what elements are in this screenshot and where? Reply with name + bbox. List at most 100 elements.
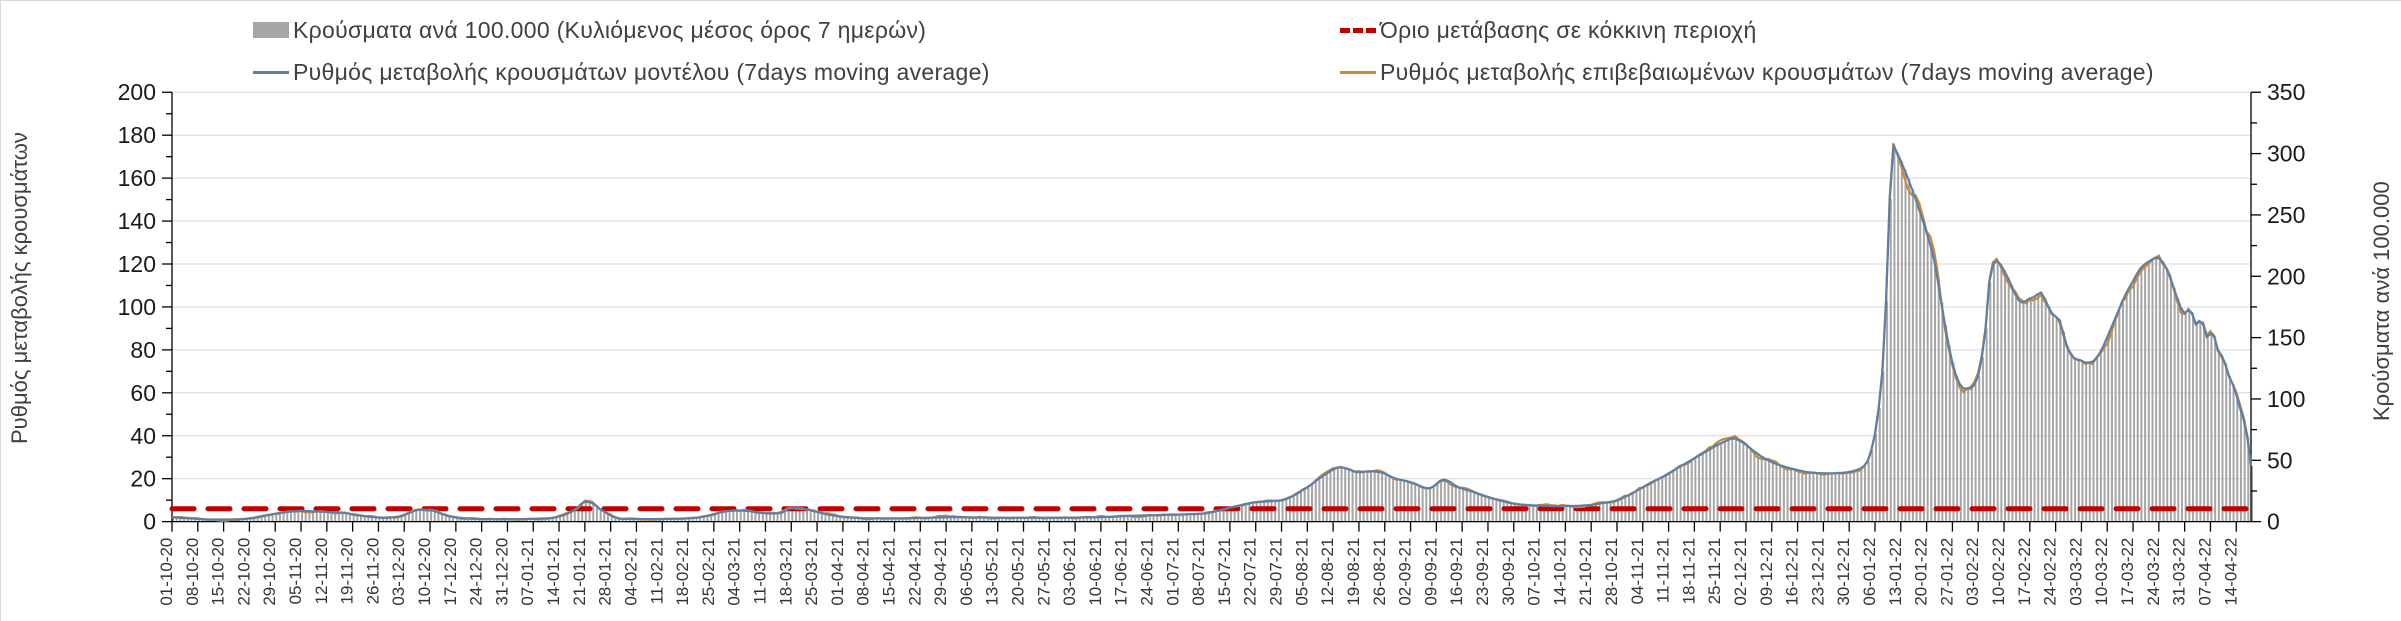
svg-text:0: 0 [143, 509, 156, 535]
svg-text:28-01-21: 28-01-21 [596, 538, 615, 606]
svg-text:31-03-22: 31-03-22 [2170, 538, 2189, 606]
svg-text:21-10-21: 21-10-21 [1576, 538, 1595, 606]
svg-text:60: 60 [130, 380, 156, 406]
svg-text:18-11-21: 18-11-21 [1679, 538, 1698, 605]
svg-text:120: 120 [118, 251, 156, 277]
svg-text:01-04-21: 01-04-21 [828, 538, 847, 606]
svg-text:10-12-20: 10-12-20 [415, 538, 434, 606]
svg-text:28-10-21: 28-10-21 [1602, 538, 1621, 606]
svg-text:03-03-22: 03-03-22 [2066, 538, 2085, 606]
svg-text:180: 180 [118, 122, 156, 148]
svg-text:21-01-21: 21-01-21 [570, 538, 589, 606]
svg-text:16-12-21: 16-12-21 [1783, 538, 1802, 606]
svg-text:01-10-20: 01-10-20 [157, 538, 176, 606]
svg-text:02-09-21: 02-09-21 [1396, 538, 1415, 606]
svg-text:25-11-21: 25-11-21 [1705, 538, 1724, 605]
svg-text:160: 160 [118, 165, 156, 191]
svg-text:04-02-21: 04-02-21 [622, 538, 641, 606]
svg-text:15-04-21: 15-04-21 [880, 538, 899, 606]
svg-text:31-12-20: 31-12-20 [492, 538, 511, 606]
svg-text:80: 80 [130, 337, 156, 363]
svg-text:100: 100 [2267, 386, 2305, 412]
svg-text:03-02-22: 03-02-22 [1963, 538, 1982, 606]
svg-text:100: 100 [118, 294, 156, 320]
svg-text:07-01-21: 07-01-21 [518, 538, 537, 606]
svg-text:29-10-20: 29-10-20 [260, 538, 279, 606]
svg-text:150: 150 [2267, 325, 2305, 351]
svg-text:14-04-22: 14-04-22 [2221, 538, 2240, 606]
svg-text:16-09-21: 16-09-21 [1447, 538, 1466, 606]
svg-text:12-11-20: 12-11-20 [312, 538, 331, 605]
svg-text:20: 20 [130, 466, 156, 492]
svg-text:300: 300 [2267, 141, 2305, 167]
svg-text:07-10-21: 07-10-21 [1525, 538, 1544, 606]
svg-text:26-11-20: 26-11-20 [363, 538, 382, 605]
svg-text:09-09-21: 09-09-21 [1421, 538, 1440, 606]
svg-text:11-11-21: 11-11-21 [1654, 538, 1673, 604]
svg-text:11-02-21: 11-02-21 [647, 538, 666, 605]
svg-text:17-02-22: 17-02-22 [2015, 538, 2034, 606]
svg-text:02-12-21: 02-12-21 [1731, 538, 1750, 606]
svg-text:26-08-21: 26-08-21 [1370, 538, 1389, 606]
svg-text:17-03-22: 17-03-22 [2118, 538, 2137, 606]
svg-text:29-04-21: 29-04-21 [931, 538, 950, 606]
svg-text:24-06-21: 24-06-21 [1138, 538, 1157, 606]
svg-text:29-07-21: 29-07-21 [1267, 538, 1286, 606]
svg-text:19-11-20: 19-11-20 [338, 538, 357, 605]
svg-text:13-05-21: 13-05-21 [983, 538, 1002, 606]
svg-text:01-07-21: 01-07-21 [1163, 538, 1182, 606]
svg-text:18-03-21: 18-03-21 [776, 538, 795, 606]
svg-text:27-01-22: 27-01-22 [1937, 538, 1956, 606]
svg-text:10-03-22: 10-03-22 [2092, 538, 2111, 606]
svg-text:11-03-21: 11-03-21 [751, 538, 770, 605]
svg-text:07-04-22: 07-04-22 [2196, 538, 2215, 606]
svg-text:22-07-21: 22-07-21 [1241, 538, 1260, 606]
svg-text:18-02-21: 18-02-21 [673, 538, 692, 606]
svg-text:05-08-21: 05-08-21 [1292, 538, 1311, 606]
svg-text:10-02-22: 10-02-22 [1989, 538, 2008, 606]
svg-text:15-10-20: 15-10-20 [209, 538, 228, 606]
svg-text:03-06-21: 03-06-21 [1060, 538, 1079, 606]
svg-text:40: 40 [130, 423, 156, 449]
svg-text:05-11-20: 05-11-20 [286, 538, 305, 605]
svg-text:200: 200 [2267, 263, 2305, 289]
svg-text:22-04-21: 22-04-21 [905, 538, 924, 606]
svg-text:23-09-21: 23-09-21 [1473, 538, 1492, 606]
svg-text:250: 250 [2267, 202, 2305, 228]
svg-text:14-01-21: 14-01-21 [544, 538, 563, 606]
svg-text:12-08-21: 12-08-21 [1318, 538, 1337, 606]
svg-text:27-05-21: 27-05-21 [1034, 538, 1053, 606]
svg-text:0: 0 [2267, 509, 2280, 535]
svg-text:140: 140 [118, 208, 156, 234]
svg-text:03-12-20: 03-12-20 [389, 538, 408, 606]
svg-text:20-05-21: 20-05-21 [1009, 538, 1028, 606]
svg-text:23-12-21: 23-12-21 [1808, 538, 1827, 606]
svg-text:14-10-21: 14-10-21 [1550, 538, 1569, 606]
svg-text:350: 350 [2267, 79, 2305, 105]
svg-text:30-12-21: 30-12-21 [1834, 538, 1853, 606]
svg-text:09-12-21: 09-12-21 [1757, 538, 1776, 606]
svg-text:04-03-21: 04-03-21 [725, 538, 744, 606]
svg-text:15-07-21: 15-07-21 [1215, 538, 1234, 606]
svg-text:50: 50 [2267, 447, 2293, 473]
svg-text:17-12-20: 17-12-20 [441, 538, 460, 606]
svg-text:25-02-21: 25-02-21 [699, 538, 718, 606]
svg-text:13-01-22: 13-01-22 [1886, 538, 1905, 606]
svg-text:25-03-21: 25-03-21 [802, 538, 821, 606]
svg-text:24-12-20: 24-12-20 [467, 538, 486, 606]
svg-text:200: 200 [118, 79, 156, 105]
svg-text:06-05-21: 06-05-21 [957, 538, 976, 606]
svg-text:19-08-21: 19-08-21 [1344, 538, 1363, 606]
svg-text:24-02-22: 24-02-22 [2041, 538, 2060, 606]
svg-text:24-03-22: 24-03-22 [2144, 538, 2163, 606]
svg-text:04-11-21: 04-11-21 [1628, 538, 1647, 605]
svg-text:06-01-22: 06-01-22 [1860, 538, 1879, 606]
svg-text:30-09-21: 30-09-21 [1499, 538, 1518, 606]
svg-text:10-06-21: 10-06-21 [1086, 538, 1105, 606]
svg-text:08-07-21: 08-07-21 [1189, 538, 1208, 606]
svg-text:22-10-20: 22-10-20 [234, 538, 253, 606]
svg-text:17-06-21: 17-06-21 [1112, 538, 1131, 606]
svg-text:20-01-22: 20-01-22 [1912, 538, 1931, 606]
svg-text:08-04-21: 08-04-21 [854, 538, 873, 606]
svg-text:08-10-20: 08-10-20 [183, 538, 202, 606]
